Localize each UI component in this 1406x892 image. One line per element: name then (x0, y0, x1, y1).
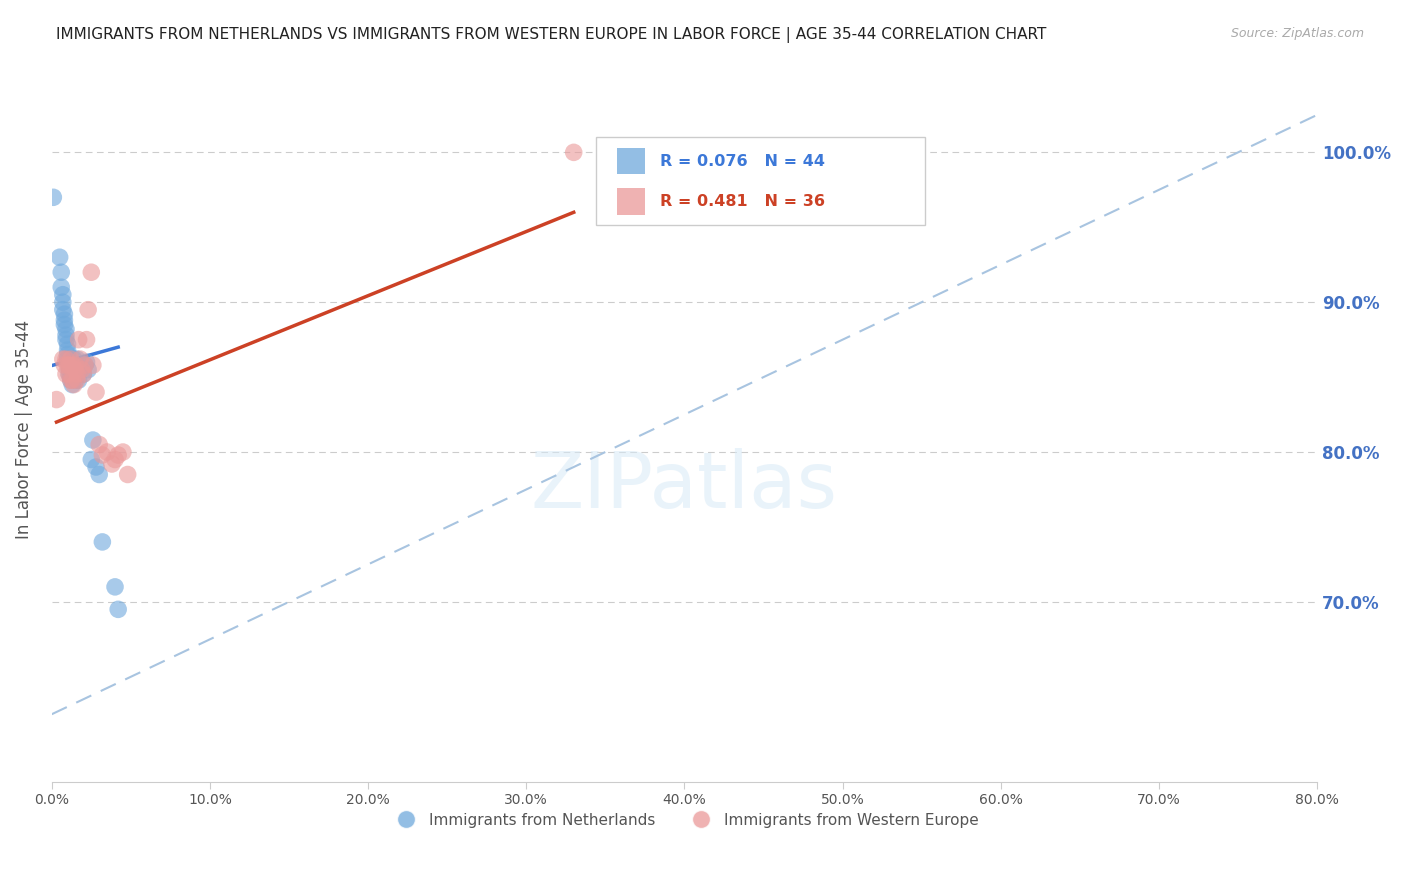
Point (51, 265, 73, 279)
Point (69, 352, 91, 367)
Point (72, 367, 94, 381)
Point (56, 337, 79, 351)
FancyBboxPatch shape (617, 188, 645, 215)
Point (59, 352, 82, 367)
Point (60, 373, 83, 387)
Point (56, 348, 79, 362)
Point (52, 295, 75, 310)
Point (52, 302, 75, 317)
Legend: Immigrants from Netherlands, Immigrants from Western Europe: Immigrants from Netherlands, Immigrants … (384, 806, 984, 834)
FancyBboxPatch shape (617, 148, 645, 175)
Point (66, 352, 89, 367)
FancyBboxPatch shape (596, 137, 925, 226)
Point (70, 362, 93, 376)
Text: IMMIGRANTS FROM NETHERLANDS VS IMMIGRANTS FROM WESTERN EUROPE IN LABOR FORCE | A: IMMIGRANTS FROM NETHERLANDS VS IMMIGRANT… (56, 27, 1046, 43)
Point (63, 352, 86, 367)
Point (117, 467, 139, 482)
Point (55, 328, 77, 343)
Point (63, 370, 86, 384)
Point (60, 358, 83, 372)
Point (65, 373, 87, 387)
Point (58, 358, 80, 372)
Text: Source: ZipAtlas.com: Source: ZipAtlas.com (1230, 27, 1364, 40)
Point (55, 352, 77, 367)
Point (80, 452, 103, 467)
Point (53, 318, 76, 332)
Point (56, 343, 79, 358)
Point (80, 265, 103, 279)
Point (104, 452, 127, 467)
Point (73, 358, 96, 372)
Point (89, 437, 111, 451)
Point (60, 367, 83, 381)
Point (82, 433, 104, 447)
Point (55, 322, 77, 336)
Point (48, 250, 70, 264)
Point (73, 358, 96, 372)
Point (52, 287, 75, 301)
Point (77, 362, 100, 376)
Point (77, 302, 100, 317)
Text: R = 0.481   N = 36: R = 0.481 N = 36 (661, 194, 825, 209)
Point (53, 307, 76, 321)
Point (76, 333, 98, 347)
Point (84, 460, 107, 475)
Point (56, 352, 79, 367)
Point (66, 373, 89, 387)
Point (60, 358, 83, 372)
Point (107, 602, 129, 616)
Point (562, 145, 585, 160)
Point (96, 445, 118, 459)
Point (111, 445, 134, 459)
Point (65, 358, 87, 372)
Point (65, 362, 87, 376)
Point (76, 355, 98, 369)
Point (65, 362, 87, 376)
Point (55, 367, 77, 381)
Point (63, 377, 86, 392)
Point (91, 535, 114, 549)
Point (67, 333, 90, 347)
Point (58, 367, 80, 381)
Point (56, 358, 79, 372)
Point (66, 367, 89, 381)
Text: ZIPatlas: ZIPatlas (531, 448, 838, 524)
Point (84, 385, 107, 400)
Point (67, 362, 90, 376)
Point (58, 367, 80, 381)
Point (82, 358, 104, 372)
Point (55, 333, 77, 347)
Y-axis label: In Labor Force | Age 35-44: In Labor Force | Age 35-44 (15, 320, 32, 539)
Point (101, 457, 124, 471)
Point (91, 448, 114, 462)
Point (89, 467, 111, 482)
Point (58, 358, 80, 372)
Point (58, 362, 80, 376)
Point (53, 313, 76, 327)
Point (59, 373, 82, 387)
Text: R = 0.076   N = 44: R = 0.076 N = 44 (661, 153, 825, 169)
Point (69, 362, 91, 376)
Point (45, 392, 67, 407)
Point (52, 352, 75, 367)
Point (72, 367, 94, 381)
Point (59, 370, 82, 384)
Point (53, 358, 76, 372)
Point (60, 377, 83, 392)
Point (104, 580, 127, 594)
Point (51, 280, 73, 294)
Point (107, 448, 129, 462)
Point (59, 373, 82, 387)
Point (42, 190, 65, 204)
Point (67, 373, 90, 387)
